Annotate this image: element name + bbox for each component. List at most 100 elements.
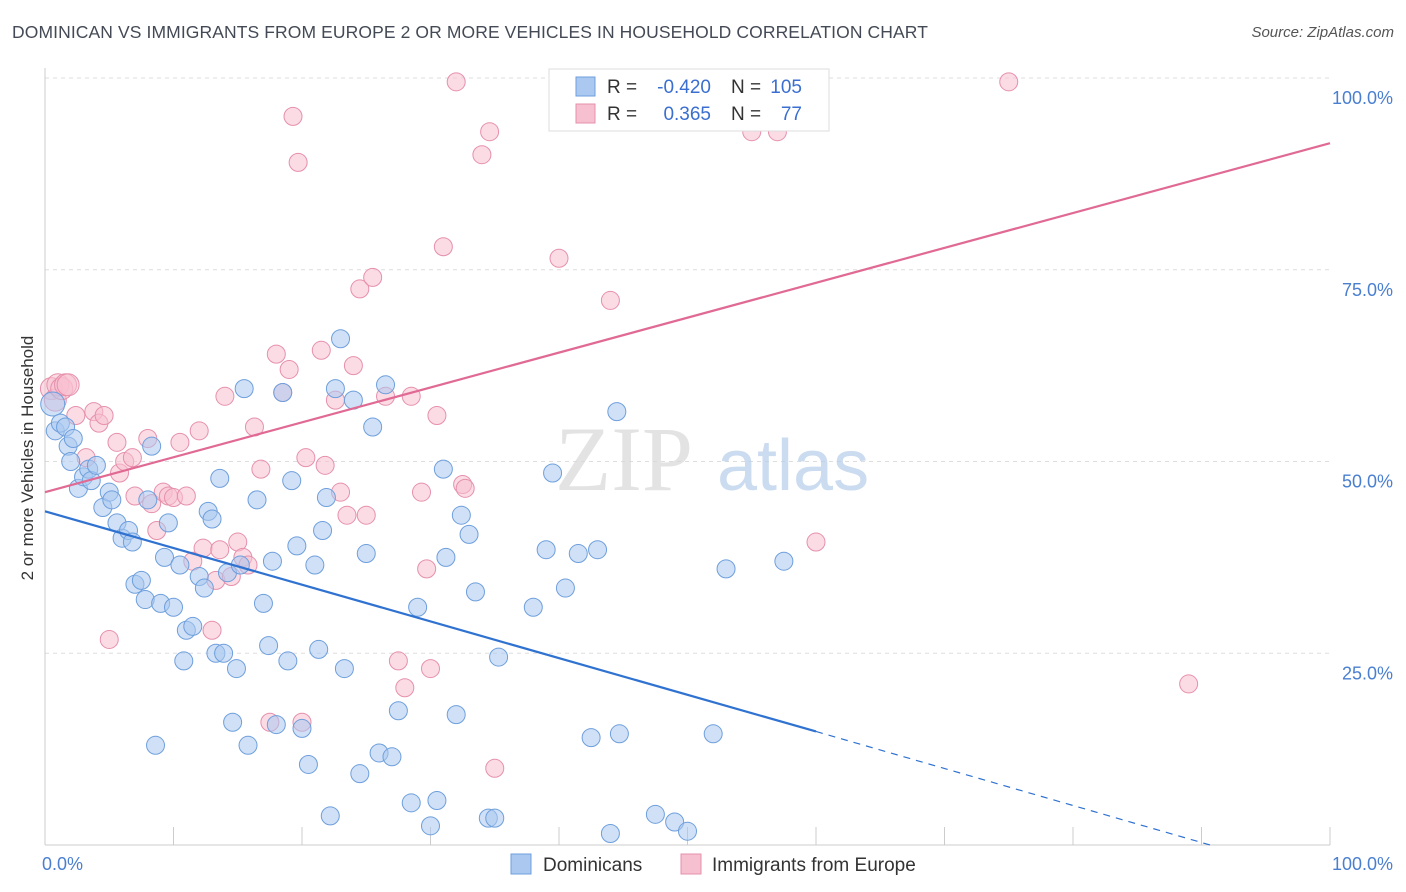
point-dominicans-29: [170, 555, 190, 575]
point-dominicans-81: [459, 524, 479, 544]
point-dominicans-72: [388, 701, 408, 721]
point-immigrants-57: [395, 678, 415, 698]
point-dominicans-79: [446, 705, 466, 725]
point-immigrants-24: [176, 486, 196, 506]
point-immigrants-12: [107, 432, 127, 452]
trend-line-dominicans: [44, 510, 817, 733]
point-dominicans-32: [183, 616, 203, 636]
point-dominicans-68: [363, 417, 383, 437]
y-tick-label-1: 50.0%: [1342, 472, 1393, 492]
point-dominicans-95: [609, 724, 629, 744]
point-dominicans-91: [581, 728, 601, 748]
point-dominicans-78: [436, 547, 456, 567]
point-dominicans-58: [309, 639, 329, 659]
point-dominicans-55: [292, 718, 312, 738]
point-dominicans-71: [382, 747, 402, 767]
tick-labels: 25.0% 50.0% 75.0% 100.0% 0.0% 100.0%: [42, 88, 1393, 874]
point-dominicans-63: [331, 329, 351, 349]
point-dominicans-59: [313, 521, 333, 541]
point-immigrants-47: [315, 455, 335, 475]
bottom-legend-swatch-dominicans: [510, 853, 532, 875]
point-immigrants-69: [485, 758, 505, 778]
point-dominicans-27: [158, 513, 178, 533]
y-tick-label-2: 75.0%: [1342, 280, 1393, 300]
point-immigrants-11: [99, 629, 119, 649]
point-dominicans-77: [433, 459, 453, 479]
point-dominicans-28: [164, 597, 183, 617]
point-immigrants-56: [388, 651, 408, 671]
point-dominicans-97: [665, 812, 685, 832]
legend-swatch-dominicans: [575, 76, 596, 97]
point-dominicans-86: [523, 597, 543, 617]
point-immigrants-53: [356, 505, 376, 525]
point-immigrants-63: [433, 237, 453, 257]
point-dominicans-30: [174, 651, 194, 671]
legend-n-value-2: 77: [781, 104, 802, 125]
point-dominicans-73: [401, 793, 421, 813]
point-dominicans-24: [146, 735, 166, 755]
point-dominicans-20: [131, 570, 151, 590]
point-immigrants-66: [455, 478, 475, 498]
legend-n-label-1: N =: [731, 77, 761, 98]
point-dominicans-94: [607, 402, 627, 422]
point-dominicans-67: [356, 544, 376, 564]
point-dominicans-52: [278, 651, 298, 671]
point-dominicans-34: [194, 578, 214, 598]
point-immigrants-37: [251, 459, 271, 479]
watermark-zip: ZIP: [555, 408, 693, 510]
point-immigrants-28: [202, 620, 222, 640]
point-dominicans-51: [273, 382, 293, 402]
legend-r-label-1: R =: [607, 77, 637, 98]
point-dominicans-57: [305, 555, 325, 575]
point-immigrants-5: [56, 373, 80, 397]
series-legend: Dominicans Immigrants from Europe: [510, 853, 916, 876]
y-tick-label-3: 100.0%: [1332, 88, 1393, 108]
point-dominicans-39: [214, 643, 234, 663]
legend-box: [548, 68, 830, 132]
point-immigrants-59: [412, 482, 432, 502]
point-dominicans-62: [325, 379, 345, 399]
point-dominicans-5: [61, 452, 81, 471]
point-dominicans-74: [408, 597, 428, 617]
point-dominicans-54: [287, 536, 307, 556]
point-immigrants-54: [363, 267, 383, 287]
trend-line-dominicans-extension: [815, 730, 1211, 846]
point-dominicans-100: [716, 559, 736, 579]
point-immigrants-45: [296, 448, 316, 468]
trend-lines: [44, 142, 1331, 846]
legend-n-label-2: N =: [731, 104, 761, 125]
point-immigrants-30: [210, 540, 230, 560]
point-dominicans-42: [226, 659, 246, 679]
point-immigrants-51: [343, 356, 363, 376]
point-dominicans-89: [555, 578, 575, 598]
point-dominicans-45: [238, 735, 258, 755]
point-dominicans-90: [568, 544, 588, 564]
point-dominicans-101: [774, 551, 794, 571]
point-dominicans-26: [155, 547, 175, 567]
point-immigrants-46: [311, 340, 331, 360]
point-dominicans-87: [536, 540, 556, 560]
point-dominicans-50: [266, 715, 286, 735]
bottom-legend-dominicans: Dominicans: [543, 855, 642, 876]
point-dominicans-56: [298, 754, 318, 774]
point-dominicans-61: [320, 806, 340, 826]
point-immigrants-60: [417, 559, 437, 579]
point-immigrants-76: [999, 72, 1019, 92]
series-dominicans: [40, 329, 794, 843]
point-dominicans-6: [63, 428, 83, 448]
point-immigrants-61: [421, 659, 440, 679]
point-dominicans-14: [102, 490, 122, 510]
y-axis-label: 2 or more Vehicles in Household: [18, 336, 37, 581]
point-dominicans-85: [489, 647, 509, 667]
point-dominicans-84: [485, 808, 505, 828]
point-immigrants-50: [337, 505, 357, 525]
point-dominicans-11: [86, 455, 106, 475]
point-immigrants-70: [549, 248, 569, 268]
legend-n-value-1: 105: [770, 77, 802, 98]
point-immigrants-77: [1179, 674, 1199, 694]
point-dominicans-44: [234, 379, 254, 399]
point-dominicans-53: [282, 471, 302, 491]
correlation-legend: R = -0.420 N = 105 R = 0.365 N = 77: [548, 68, 830, 132]
point-immigrants-41: [279, 359, 299, 379]
